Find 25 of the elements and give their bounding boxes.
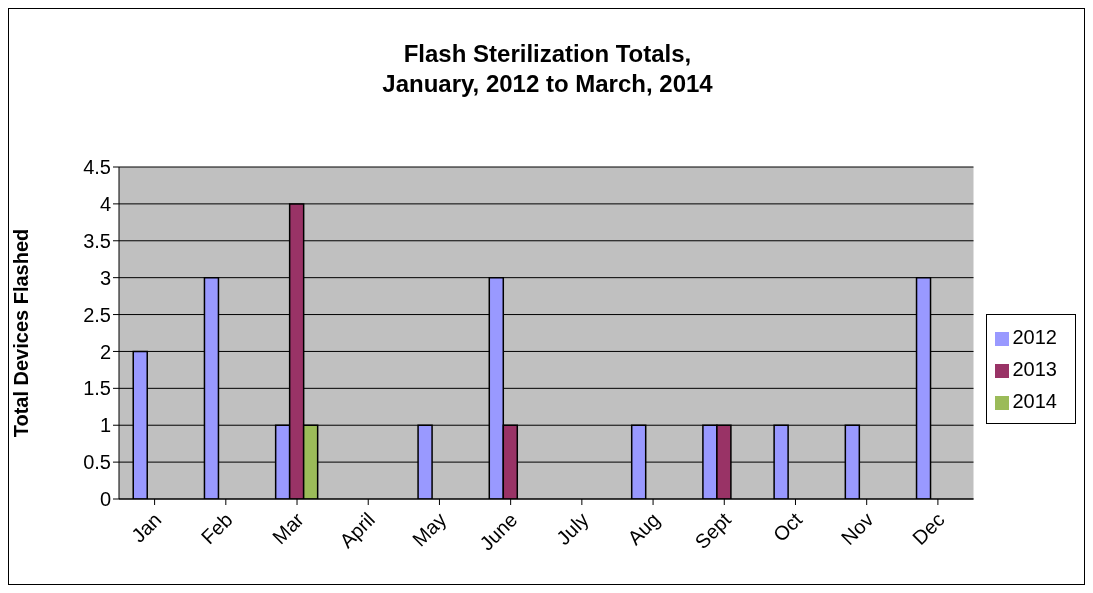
legend-label: 2012 <box>1012 326 1057 348</box>
y-tick-label: 4.5 <box>83 156 111 179</box>
y-axis-title: Total Devices Flashed <box>10 228 33 438</box>
x-tick-label: May <box>408 508 451 551</box>
x-tick-label: Aug <box>623 508 664 550</box>
x-tick-label: Feb <box>196 508 237 549</box>
y-tick-label: 4 <box>99 192 111 215</box>
y-tick-label: 0 <box>99 488 111 511</box>
x-tick-label: June <box>475 508 522 555</box>
y-tick-label: 2.5 <box>83 303 111 326</box>
chart-title: Flash Sterilization Totals, January, 2012 to March, 2014 <box>381 39 714 99</box>
y-tick-label: 3 <box>99 266 111 289</box>
y-tick-label: 1.5 <box>83 377 111 400</box>
x-tick-label: Dec <box>908 508 949 550</box>
y-tick-label: 2 <box>99 340 111 363</box>
x-tick-label: July <box>552 508 593 550</box>
legend-label: 2014 <box>1012 390 1057 412</box>
x-tick-label: Oct <box>768 508 807 546</box>
x-tick-label: Jan <box>127 508 166 547</box>
x-tick-label: Nov <box>836 508 878 550</box>
x-tick-label: Mar <box>267 508 309 549</box>
y-tick-label: 3.5 <box>83 229 111 252</box>
legend-label: 2013 <box>1012 358 1057 380</box>
y-tick-label: 0.5 <box>83 451 111 474</box>
y-tick-label: 1 <box>99 414 111 437</box>
